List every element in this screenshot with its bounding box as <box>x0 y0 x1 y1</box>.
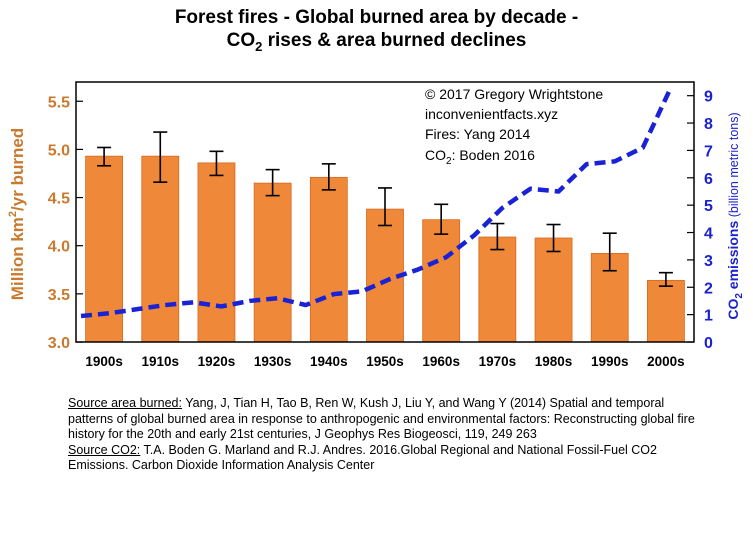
right-tick-label-9: 9 <box>704 89 713 106</box>
right-tick-label-1: 1 <box>704 308 713 325</box>
title-co2-subscript: 2 <box>255 38 263 54</box>
annotation-co2-rest: : Boden 2016 <box>452 147 536 163</box>
annotation-co2-source: CO2: Boden 2016 <box>425 147 535 167</box>
annotation-co2-sub: 2 <box>446 156 452 167</box>
bar-1920s <box>197 162 236 343</box>
source-co2: Source CO2: T.A. Boden G. Marland and R.… <box>68 443 708 474</box>
bar-1970s <box>478 236 517 343</box>
left-axis-ticks: 3.0 3.5 4.0 4.5 5.0 5.5 <box>48 94 83 352</box>
x-tick-label-1970s: 1970s <box>479 354 517 369</box>
annotation-box: © 2017 Gregory Wrightstone inconvenientf… <box>425 86 603 167</box>
left-axis-label-sup: 2 <box>7 211 19 217</box>
source-co2-label: Source CO2: <box>68 442 141 457</box>
annotation-co2-prefix: CO <box>425 147 446 163</box>
x-tick-label-1930s: 1930s <box>254 354 292 369</box>
co2-line-layer <box>80 86 673 319</box>
left-tick-label-3.0: 3.0 <box>48 335 70 352</box>
x-tick-label-2000s: 2000s <box>647 354 685 369</box>
x-tick-label-1910s: 1910s <box>141 354 179 369</box>
x-axis-ticks: 1900s 1910s 1920s 1930s 1940s 1950s 1960s 1970s… <box>85 354 684 369</box>
bar-1980s <box>534 237 573 343</box>
error-bars-layer <box>97 131 673 287</box>
right-tick-label-4: 4 <box>704 226 713 243</box>
right-axis-label-bold: emissions <box>725 221 741 294</box>
x-tick-label-1950s: 1950s <box>366 354 404 369</box>
bar-1910s <box>141 155 180 343</box>
left-tick-label-4.0: 4.0 <box>48 239 70 256</box>
left-axis-label-suffix: /yr burned <box>8 128 27 211</box>
left-tick-label-3.5: 3.5 <box>48 287 70 304</box>
right-axis-ticks: 0 1 2 3 4 5 6 7 8 9 <box>687 89 713 352</box>
plot-frame <box>75 81 695 343</box>
x-tick-label-1980s: 1980s <box>535 354 573 369</box>
x-tick-label-1960s: 1960s <box>422 354 460 369</box>
x-tick-label-1940s: 1940s <box>310 354 348 369</box>
right-axis-label: CO2 emissions (billion metric tons) <box>725 112 745 319</box>
right-tick-label-6: 6 <box>704 171 713 188</box>
source-area-label: Source area burned: <box>68 396 182 410</box>
right-tick-label-0: 0 <box>704 335 713 352</box>
source-co2-text: T.A. Boden G. Marland and R.J. Andres. 2… <box>68 442 657 473</box>
right-axis-label-sub: 2 <box>734 293 745 299</box>
source-area-burned: Source area burned: Yang, J, Tian H, Tao… <box>68 396 708 443</box>
title-co2-prefix: CO <box>226 30 256 51</box>
right-axis-label-normal: (billion metric tons) <box>727 112 741 220</box>
chart-title-line2: CO2 rises & area burned declines <box>0 29 753 58</box>
co2-emissions-line <box>80 86 673 319</box>
source-area-text: Yang, J, Tian H, Tao B, Ren W, Kush J, L… <box>68 396 695 441</box>
bar-1960s <box>422 219 461 343</box>
bars-layer <box>85 155 685 343</box>
left-tick-label-4.5: 4.5 <box>48 191 70 208</box>
annotation-website: inconvenientfacts.xyz <box>425 106 558 122</box>
right-tick-label-3: 3 <box>704 253 713 270</box>
left-tick-label-5.5: 5.5 <box>48 94 70 111</box>
right-tick-label-7: 7 <box>704 143 713 160</box>
annotation-copyright: © 2017 Gregory Wrightstone <box>425 86 603 102</box>
chart-area: 3.0 3.5 4.0 4.5 5.0 5.5 0 1 2 3 4 5 6 7 8 9 1900s 1910s… <box>7 81 745 369</box>
chart-title-line1: Forest fires - Global burned area by dec… <box>174 7 579 28</box>
bar-1940s <box>309 176 348 343</box>
left-axis-label: Million km2/yr burned <box>7 128 27 300</box>
left-tick-label-5.0: 5.0 <box>48 142 70 159</box>
left-axis-label-prefix: Million km <box>8 217 27 300</box>
source-citations: Source area burned: Yang, J, Tian H, Tao… <box>68 396 708 474</box>
annotation-fires-source: Fires: Yang 2014 <box>425 126 531 142</box>
chart-title: Forest fires - Global burned area by dec… <box>0 6 753 58</box>
title-line2-rest: rises & area burned declines <box>262 30 527 51</box>
bar-1930s <box>253 182 292 343</box>
x-tick-label-1920s: 1920s <box>198 354 236 369</box>
bar-2000s <box>647 279 685 343</box>
right-axis-label-prefix: CO <box>725 299 741 320</box>
right-tick-label-8: 8 <box>704 116 713 133</box>
right-tick-label-2: 2 <box>704 280 713 297</box>
right-tick-label-5: 5 <box>704 198 713 215</box>
x-tick-label-1990s: 1990s <box>591 354 629 369</box>
x-tick-label-1900s: 1900s <box>85 354 123 369</box>
